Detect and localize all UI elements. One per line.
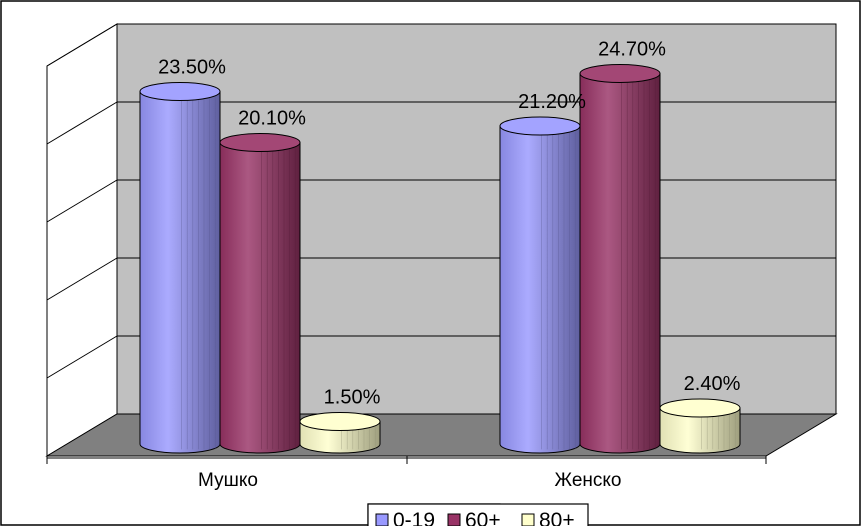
legend-swatch: [447, 513, 461, 527]
bar-top: [579, 64, 661, 83]
bar-body: [499, 125, 581, 454]
bar-body: [659, 407, 741, 454]
bar: [499, 116, 581, 454]
gridline-side: [46, 101, 118, 145]
x-axis: Мушко Женско: [46, 456, 767, 491]
gridline-side: [46, 179, 118, 223]
legend-label: 60+: [465, 509, 501, 526]
bar-body: [219, 142, 301, 454]
bar-top: [299, 412, 381, 431]
bar: [579, 64, 661, 454]
legend: 0-19 60+ 80+: [367, 503, 589, 531]
legend-label: 0-19: [393, 509, 435, 526]
legend-swatch: [375, 513, 389, 527]
bar-top: [499, 116, 581, 136]
bar-top: [139, 82, 221, 101]
gridline-side: [46, 23, 118, 67]
data-labels: 23.50% 20.10% 1.50% 21.20% 24.70% 2.40%: [158, 39, 740, 409]
bar-top: [659, 398, 741, 418]
data-label: 21.20%: [518, 91, 586, 113]
legend-label: 80+: [539, 509, 575, 526]
legend-swatch: [521, 513, 535, 527]
gridline-side: [46, 257, 118, 301]
bars: [139, 64, 741, 454]
bar: [299, 412, 381, 454]
side-wall: [46, 23, 118, 457]
bar: [659, 398, 741, 454]
data-label: 1.50%: [324, 387, 381, 409]
bar-body: [579, 73, 661, 454]
data-label: 20.10%: [238, 108, 306, 130]
x-tick-label: Мушко: [198, 470, 258, 491]
gridline-side: [46, 335, 118, 379]
bar-top: [219, 133, 301, 152]
bar: [139, 82, 221, 454]
x-tick-label: Женско: [555, 470, 622, 491]
bar-body: [139, 91, 221, 454]
data-label: 2.40%: [684, 373, 741, 395]
data-label: 23.50%: [158, 57, 226, 79]
data-label: 24.70%: [598, 39, 666, 61]
bar: [219, 133, 301, 454]
